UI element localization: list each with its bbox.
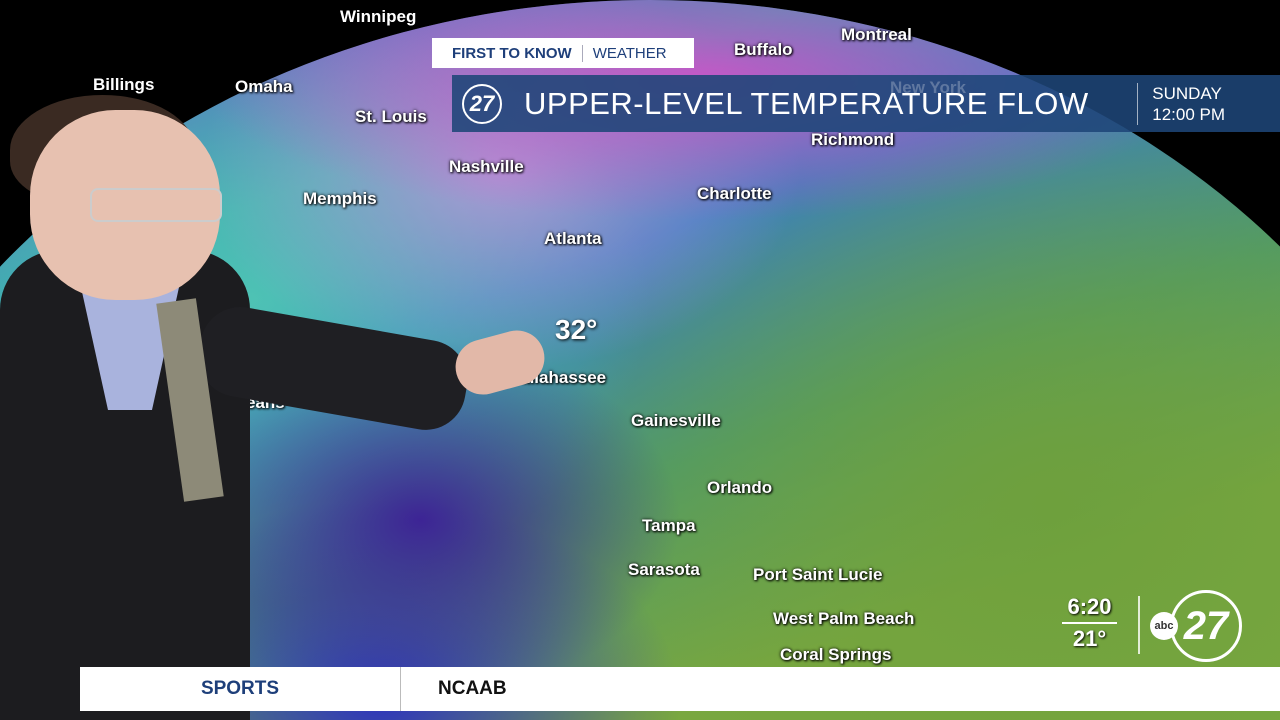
channel-logo-icon: 27 (462, 83, 502, 124)
segment-tag: FIRST TO KNOW WEATHER (432, 38, 694, 68)
forecast-time: SUNDAY 12:00 PM (1137, 82, 1225, 125)
current-temp: 21° (1072, 626, 1107, 651)
divider (1138, 596, 1140, 654)
city-label: Tampa (642, 516, 696, 535)
tag-primary: FIRST TO KNOW (432, 44, 583, 62)
station-logo-icon: 27 (1170, 590, 1242, 662)
ticker-headline: NCAAB (438, 678, 507, 699)
forecast-hour: 12:00 PM (1152, 104, 1225, 124)
city-label: Sarasota (628, 560, 700, 579)
graphic-title: UPPER-LEVEL TEMPERATURE FLOW (524, 85, 1089, 121)
city-label: Buffalo (734, 40, 793, 59)
city-label: Charlotte (697, 184, 772, 203)
city-label: Nashville (449, 157, 524, 176)
news-ticker: SPORTS NCAAB (80, 667, 1280, 711)
city-label: Winnipeg (340, 7, 417, 26)
clock-bug: 6:20 21° (1062, 594, 1117, 652)
city-label: Gainesville (631, 411, 721, 430)
clock-time: 6:20 (1062, 594, 1117, 624)
city-label: Billings (93, 75, 155, 94)
city-label: Richmond (811, 130, 895, 149)
city-label: Omaha (235, 77, 293, 96)
city-label: St. Louis (355, 107, 427, 126)
tag-secondary: WEATHER (592, 44, 667, 62)
city-label: Coral Springs (780, 645, 892, 664)
title-banner: 27 UPPER-LEVEL TEMPERATURE FLOW SUNDAY 1… (452, 75, 1280, 132)
presenter-glasses (90, 188, 222, 222)
temperature-callout: 32° (555, 314, 598, 345)
city-label: Port Saint Lucie (753, 565, 883, 584)
network-logo-icon: abc (1150, 612, 1178, 640)
forecast-day: SUNDAY (1152, 83, 1222, 103)
city-label: West Palm Beach (773, 609, 915, 628)
ticker-section: SPORTS (80, 667, 401, 711)
city-label: New York (890, 78, 966, 97)
city-label: Memphis (303, 189, 377, 208)
city-label: Montreal (841, 25, 912, 44)
city-label: Orlando (707, 478, 773, 497)
city-label: Atlanta (544, 229, 602, 248)
presenter-head (30, 110, 220, 300)
